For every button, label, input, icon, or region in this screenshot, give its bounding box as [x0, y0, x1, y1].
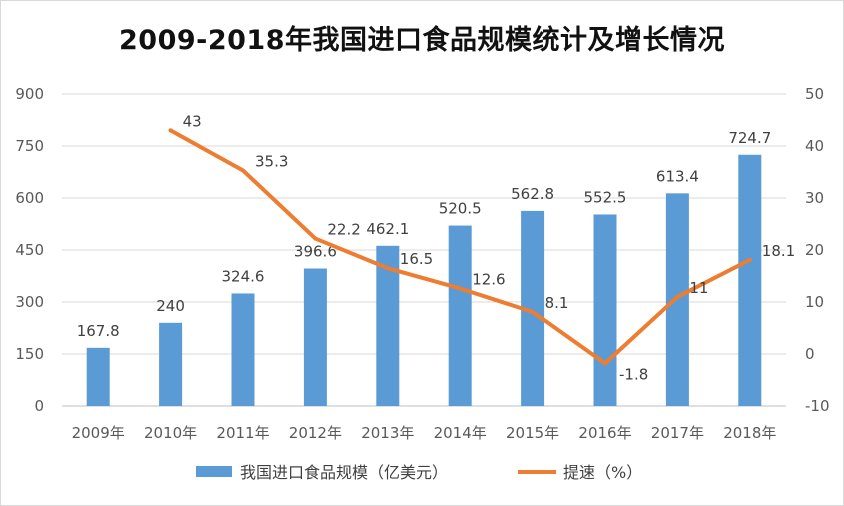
- line-data-label: 35.3: [255, 152, 288, 170]
- bar: [521, 210, 545, 406]
- bar-data-label: 240: [156, 297, 185, 315]
- line-data-label: 8.1: [545, 294, 569, 312]
- y-right-tick-label: 30: [805, 189, 824, 207]
- x-tick-label: 2014年: [434, 424, 487, 442]
- line-data-label: 18.1: [762, 242, 795, 260]
- line-data-label: 43: [183, 112, 202, 130]
- bar-data-label: 520.5: [439, 200, 482, 218]
- bar: [159, 322, 183, 406]
- legend-swatch-bar: [196, 466, 232, 477]
- x-tick-label: 2011年: [216, 424, 269, 442]
- bar: [303, 268, 327, 406]
- bar: [448, 225, 472, 406]
- x-tick-label: 2017年: [651, 424, 704, 442]
- bar: [738, 154, 762, 406]
- y-left-tick-label: 300: [15, 293, 44, 311]
- y-left-tick-label: 0: [34, 397, 44, 415]
- bar: [665, 193, 689, 406]
- bar: [86, 347, 110, 406]
- line-point: [458, 286, 463, 291]
- legend-label-bar: 我国进口食品规模（亿美元）: [240, 463, 448, 482]
- y-left-tick-label: 150: [15, 345, 44, 363]
- line-point: [313, 236, 318, 241]
- y-right-tick-label: 50: [805, 85, 824, 103]
- bar-data-label: 396.6: [294, 243, 337, 261]
- bar-data-label: 167.8: [77, 322, 120, 340]
- line-point: [675, 294, 680, 299]
- bar-data-label: 552.5: [584, 188, 627, 206]
- y-left-tick-label: 900: [15, 85, 44, 103]
- x-tick-label: 2013年: [361, 424, 414, 442]
- x-tick-label: 2009年: [72, 424, 125, 442]
- y-right-tick-label: 40: [805, 137, 824, 155]
- x-tick-label: 2015年: [506, 424, 559, 442]
- bar-data-label: 724.7: [728, 129, 771, 147]
- line-point: [241, 168, 245, 173]
- bar: [231, 293, 255, 406]
- line-point: [603, 361, 607, 366]
- y-left-tick-label: 750: [15, 137, 44, 155]
- y-right-tick-label: 10: [805, 293, 824, 311]
- x-tick-label: 2016年: [578, 424, 631, 442]
- x-tick-label: 2018年: [723, 424, 776, 442]
- y-left-tick-label: 600: [15, 189, 44, 207]
- legend-label-line: 提速（%）: [563, 463, 642, 482]
- y-right-tick-label: 0: [805, 345, 815, 363]
- bar: [376, 245, 400, 406]
- bar-data-label: 613.4: [656, 167, 699, 185]
- line-data-label: 12.6: [472, 270, 505, 288]
- x-tick-label: 2010年: [144, 424, 197, 442]
- bar-data-label: 562.8: [511, 185, 554, 203]
- y-right-tick-label: -10: [805, 397, 830, 415]
- chart-title: 2009-2018年我国进口食品规模统计及增长情况: [119, 25, 725, 56]
- line-data-label: -1.8: [619, 365, 648, 383]
- bar-data-label: 324.6: [222, 267, 265, 285]
- line-point: [168, 128, 173, 133]
- x-tick-label: 2012年: [289, 424, 342, 442]
- y-right-tick-label: 20: [805, 241, 824, 259]
- line-point: [747, 257, 752, 262]
- bar: [593, 214, 617, 406]
- line-data-label: 11: [689, 279, 708, 297]
- line-point: [385, 266, 390, 271]
- line-data-label: 22.2: [327, 221, 360, 239]
- line-data-label: 16.5: [400, 250, 433, 268]
- bar-data-label: 462.1: [366, 220, 409, 238]
- line-point: [530, 309, 535, 314]
- y-left-tick-label: 450: [15, 241, 44, 259]
